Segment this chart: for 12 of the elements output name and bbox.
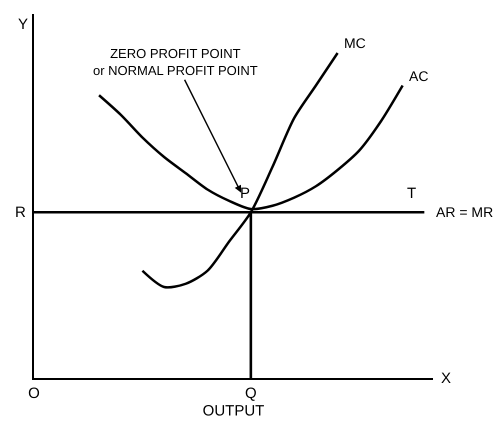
text: X bbox=[441, 370, 452, 387]
text: Y bbox=[18, 16, 28, 33]
annotation: P bbox=[240, 185, 250, 202]
series-label: AC bbox=[409, 68, 428, 84]
x-tick-label: O bbox=[28, 385, 40, 402]
annotation: R bbox=[15, 204, 26, 221]
annotation: T bbox=[407, 185, 416, 202]
x-tick-label: Q bbox=[245, 385, 257, 402]
annotation: ZERO PROFIT POINT or NORMAL PROFIT POINT bbox=[93, 46, 258, 78]
x-axis-title: OUTPUT bbox=[202, 402, 264, 420]
series-label: AR = MR bbox=[436, 204, 494, 220]
series-label: MC bbox=[344, 35, 366, 51]
